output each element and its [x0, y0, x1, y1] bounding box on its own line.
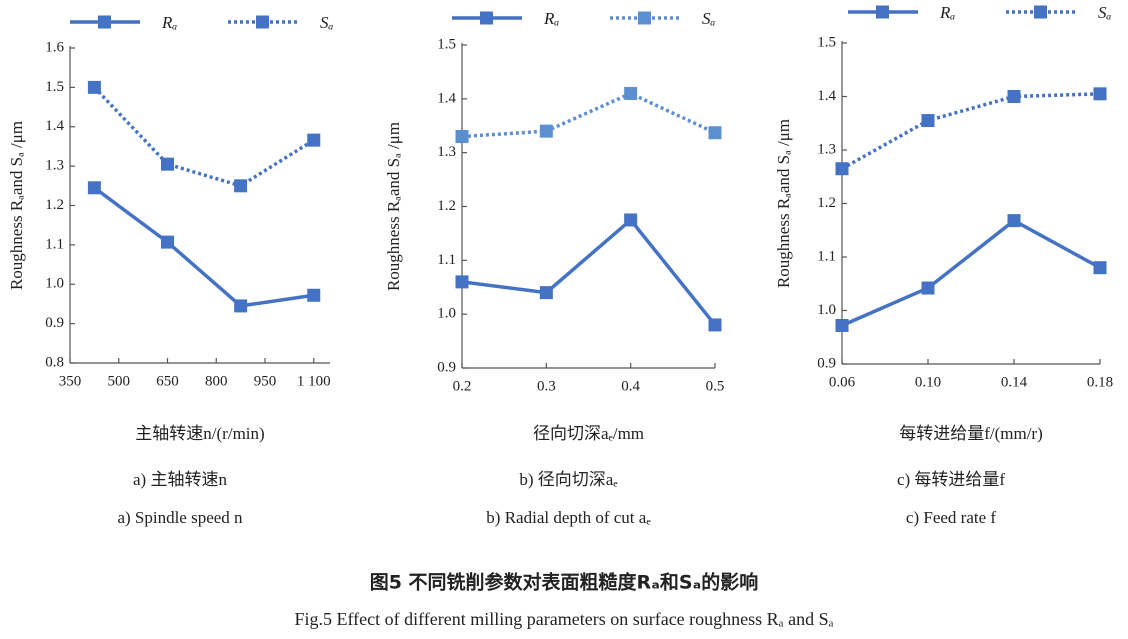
y-tick-label: 1.0	[817, 302, 836, 318]
point-marker	[234, 179, 248, 193]
y-tick-label: 1.2	[437, 198, 456, 214]
y-tick-label: 1.0	[45, 276, 64, 292]
point-marker	[234, 299, 248, 313]
point-marker	[307, 133, 321, 147]
point-marker	[87, 80, 101, 94]
point-marker	[539, 124, 553, 138]
subcaption-en: a) Spindle speed n	[117, 508, 243, 527]
x-tick-label: 800	[205, 373, 228, 389]
point-marker	[539, 286, 553, 300]
y-axis-label: Roughness Rₐand Sₐ /μm	[384, 122, 403, 291]
point-marker	[1093, 87, 1107, 101]
subcaption-cn: c) 每转进给量f	[897, 470, 1005, 489]
series-line	[841, 92, 1101, 171]
y-tick-label: 1.5	[437, 36, 456, 52]
legend-marker	[480, 11, 493, 25]
y-tick-label: 1.5	[817, 34, 836, 50]
x-tick-label: 0.14	[1001, 374, 1028, 390]
point-marker	[1007, 90, 1021, 103]
x-tick-label: 0.5	[706, 378, 725, 394]
point-marker	[1093, 261, 1107, 275]
legend-marker	[638, 11, 651, 25]
legend-label: Rₐ	[161, 13, 177, 32]
y-tick-label: 1.2	[45, 197, 64, 213]
point-marker	[455, 275, 469, 289]
point-marker	[921, 281, 935, 295]
y-tick-label: 1.1	[45, 236, 64, 252]
point-marker	[87, 181, 101, 195]
x-tick-label: 0.2	[453, 378, 472, 394]
legend-marker	[98, 15, 111, 29]
point-marker	[835, 162, 849, 176]
x-tick-label: 0.06	[829, 374, 856, 390]
x-tick-label: 0.3	[537, 378, 556, 394]
y-tick-label: 0.9	[817, 355, 836, 371]
y-tick-label: 1.4	[817, 88, 836, 104]
point-marker	[161, 235, 174, 249]
x-tick-label: 0.18	[1087, 374, 1113, 390]
y-tick-label: 1.2	[817, 195, 836, 211]
y-tick-label: 1.3	[45, 158, 64, 174]
x-axis-label: 径向切深aₑ/mm	[533, 424, 644, 443]
subcaption-cn: b) 径向切深aₑ	[519, 470, 618, 489]
point-marker	[624, 213, 638, 227]
y-tick-label: 0.9	[45, 315, 64, 331]
point-marker	[307, 288, 321, 302]
point-marker	[1007, 214, 1021, 228]
x-axis-label: 每转进给量f/(mm/r)	[899, 424, 1043, 443]
y-axis-label: Roughness Rₐand Sₐ /μm	[774, 119, 793, 288]
point-marker	[161, 157, 174, 171]
x-tick-label: 1 100	[297, 373, 331, 389]
y-axis-label: Roughness Rₐand Sₐ /μm	[7, 121, 26, 290]
y-tick-label: 0.9	[437, 359, 456, 375]
figure-caption-en: Fig.5 Effect of different milling parame…	[294, 609, 833, 629]
x-tick-label: 0.4	[621, 378, 640, 394]
point-marker	[455, 130, 469, 144]
series-line	[461, 217, 717, 327]
legend-marker	[876, 5, 889, 19]
x-tick-label: 650	[156, 373, 179, 389]
x-tick-label: 350	[59, 373, 82, 389]
y-tick-label: 1.1	[817, 248, 836, 264]
point-marker	[624, 86, 638, 100]
legend-label: Sₐ	[1098, 3, 1112, 22]
x-tick-label: 950	[254, 373, 277, 389]
x-tick-label: 0.10	[915, 374, 941, 390]
x-axis-label: 主轴转速n/(r/min)	[135, 424, 264, 443]
y-tick-label: 1.4	[437, 90, 456, 106]
y-tick-label: 1.0	[437, 306, 456, 322]
y-tick-label: 1.1	[437, 252, 456, 268]
point-marker	[835, 318, 849, 332]
subcaption-en: b) Radial depth of cut aₑ	[486, 508, 651, 527]
y-tick-label: 1.6	[45, 39, 64, 55]
y-tick-label: 1.3	[437, 144, 456, 160]
legend-label: Sₐ	[320, 13, 334, 32]
legend-label: Sₐ	[702, 9, 716, 28]
series-line	[461, 91, 716, 139]
point-marker	[708, 126, 722, 140]
subcaption-en: c) Feed rate f	[906, 508, 996, 527]
legend-label: Rₐ	[543, 9, 559, 28]
y-tick-label: 0.8	[45, 354, 64, 370]
legend-marker	[256, 15, 269, 29]
subcaption-cn: a) 主轴转速n	[133, 470, 227, 489]
series-line	[841, 218, 1101, 328]
point-marker	[921, 114, 935, 128]
legend-label: Rₐ	[939, 3, 955, 22]
series-line	[93, 186, 315, 308]
figure-caption-cn: 图5 不同铣削参数对表面粗糙度Rₐ和Sₐ的影响	[370, 571, 759, 594]
point-marker	[708, 318, 722, 332]
legend-marker	[1034, 5, 1047, 19]
y-tick-label: 1.3	[817, 141, 836, 157]
y-tick-label: 1.4	[45, 118, 64, 134]
x-tick-label: 500	[108, 373, 131, 389]
series-line	[93, 86, 315, 188]
y-tick-label: 1.5	[45, 79, 64, 95]
